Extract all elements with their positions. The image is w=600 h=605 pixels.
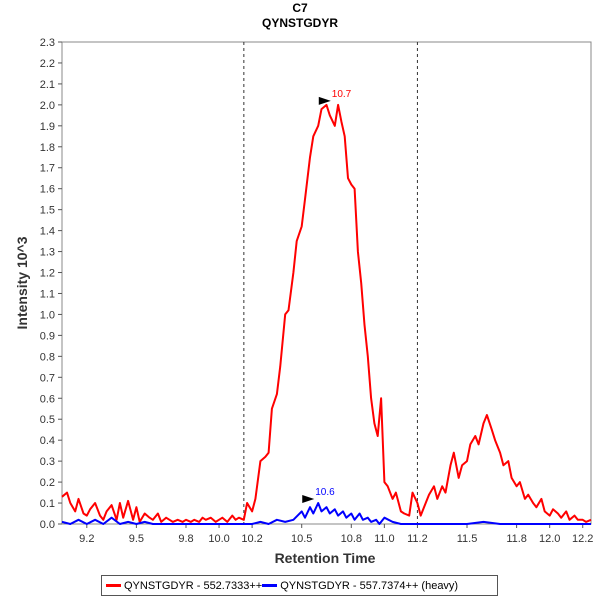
y-tick-label: 0.4	[40, 435, 55, 447]
legend: QYNSTGDYR - 552.7333++ QYNSTGDYR - 557.7…	[101, 575, 498, 596]
peak-label-light: 10.7	[332, 89, 352, 100]
peak-marker-heavy	[302, 495, 315, 504]
y-tick-label: 2.3	[40, 37, 55, 49]
y-tick-label: 0.7	[40, 372, 55, 384]
y-tick-label: 2.1	[40, 79, 55, 91]
series-line-light	[61, 103, 592, 523]
y-tick-label: 1.3	[40, 247, 55, 259]
y-tick-label: 0.1	[40, 498, 55, 510]
y-axis-title: Intensity 10^3	[14, 236, 30, 329]
x-tick-label: 10.2	[241, 533, 262, 545]
series-line-heavy	[61, 502, 591, 525]
y-tick-label: 0.6	[40, 393, 55, 405]
x-tick-label: 9.2	[79, 533, 94, 545]
legend-label-light: QYNSTGDYR - 552.7333++	[124, 579, 263, 592]
x-tick-label: 11.5	[457, 533, 478, 545]
y-tick-label: 1.0	[40, 309, 55, 321]
plot-frame	[61, 41, 592, 525]
peak-marker-light	[318, 96, 331, 105]
y-tick-label: 0.0	[40, 519, 55, 531]
y-tick-label: 0.2	[40, 477, 55, 489]
x-tick-label: 9.8	[178, 533, 193, 545]
y-tick-label: 1.8	[40, 142, 55, 154]
chart-title: C7	[292, 1, 308, 15]
plot-area: 0.0 0.1 0.2 0.3 0.4 0.5 0.6 0.7 0.8 0.9 1.0 1.1 1.2 1…	[40, 37, 594, 545]
legend-swatch-light	[106, 584, 121, 587]
y-tick-label: 1.9	[40, 121, 55, 133]
y-tick-label: 0.8	[40, 351, 55, 363]
x-tick-label: 11.0	[374, 533, 395, 545]
y-tick-label: 2.2	[40, 58, 55, 70]
x-tick-label: 12.0	[539, 533, 560, 545]
y-tick-label: 2.0	[40, 100, 55, 112]
x-tick-label: 12.2	[572, 533, 593, 545]
y-tick-label: 0.3	[40, 456, 55, 468]
legend-item-light: QYNSTGDYR - 552.7333++	[106, 580, 262, 592]
y-tick-label: 1.5	[40, 205, 55, 217]
x-tick-label: 10.0	[208, 533, 229, 545]
x-tick-label: 11.8	[506, 533, 527, 545]
y-tick-label: 1.1	[40, 288, 55, 300]
legend-label-heavy: QYNSTGDYR - 557.7374++ (heavy)	[280, 579, 459, 592]
x-tick-label: 9.5	[129, 533, 144, 545]
y-tick-label: 1.7	[40, 163, 55, 175]
y-tick-label: 1.6	[40, 184, 55, 196]
x-axis-title: Retention Time	[275, 550, 376, 566]
chart-subtitle: QYNSTGDYR	[262, 16, 338, 30]
legend-swatch-heavy	[262, 584, 278, 587]
x-tick-label: 11.2	[407, 533, 428, 545]
y-tick-label: 0.9	[40, 330, 55, 342]
x-tick-label: 10.8	[341, 533, 362, 545]
legend-item-heavy: QYNSTGDYR - 557.7374++ (heavy)	[262, 580, 458, 592]
y-tick-label: 0.5	[40, 414, 55, 426]
peak-label-heavy: 10.6	[315, 487, 335, 498]
y-tick-label: 1.2	[40, 268, 55, 280]
x-tick-label: 10.5	[291, 533, 312, 545]
y-tick-label: 1.4	[40, 226, 55, 238]
